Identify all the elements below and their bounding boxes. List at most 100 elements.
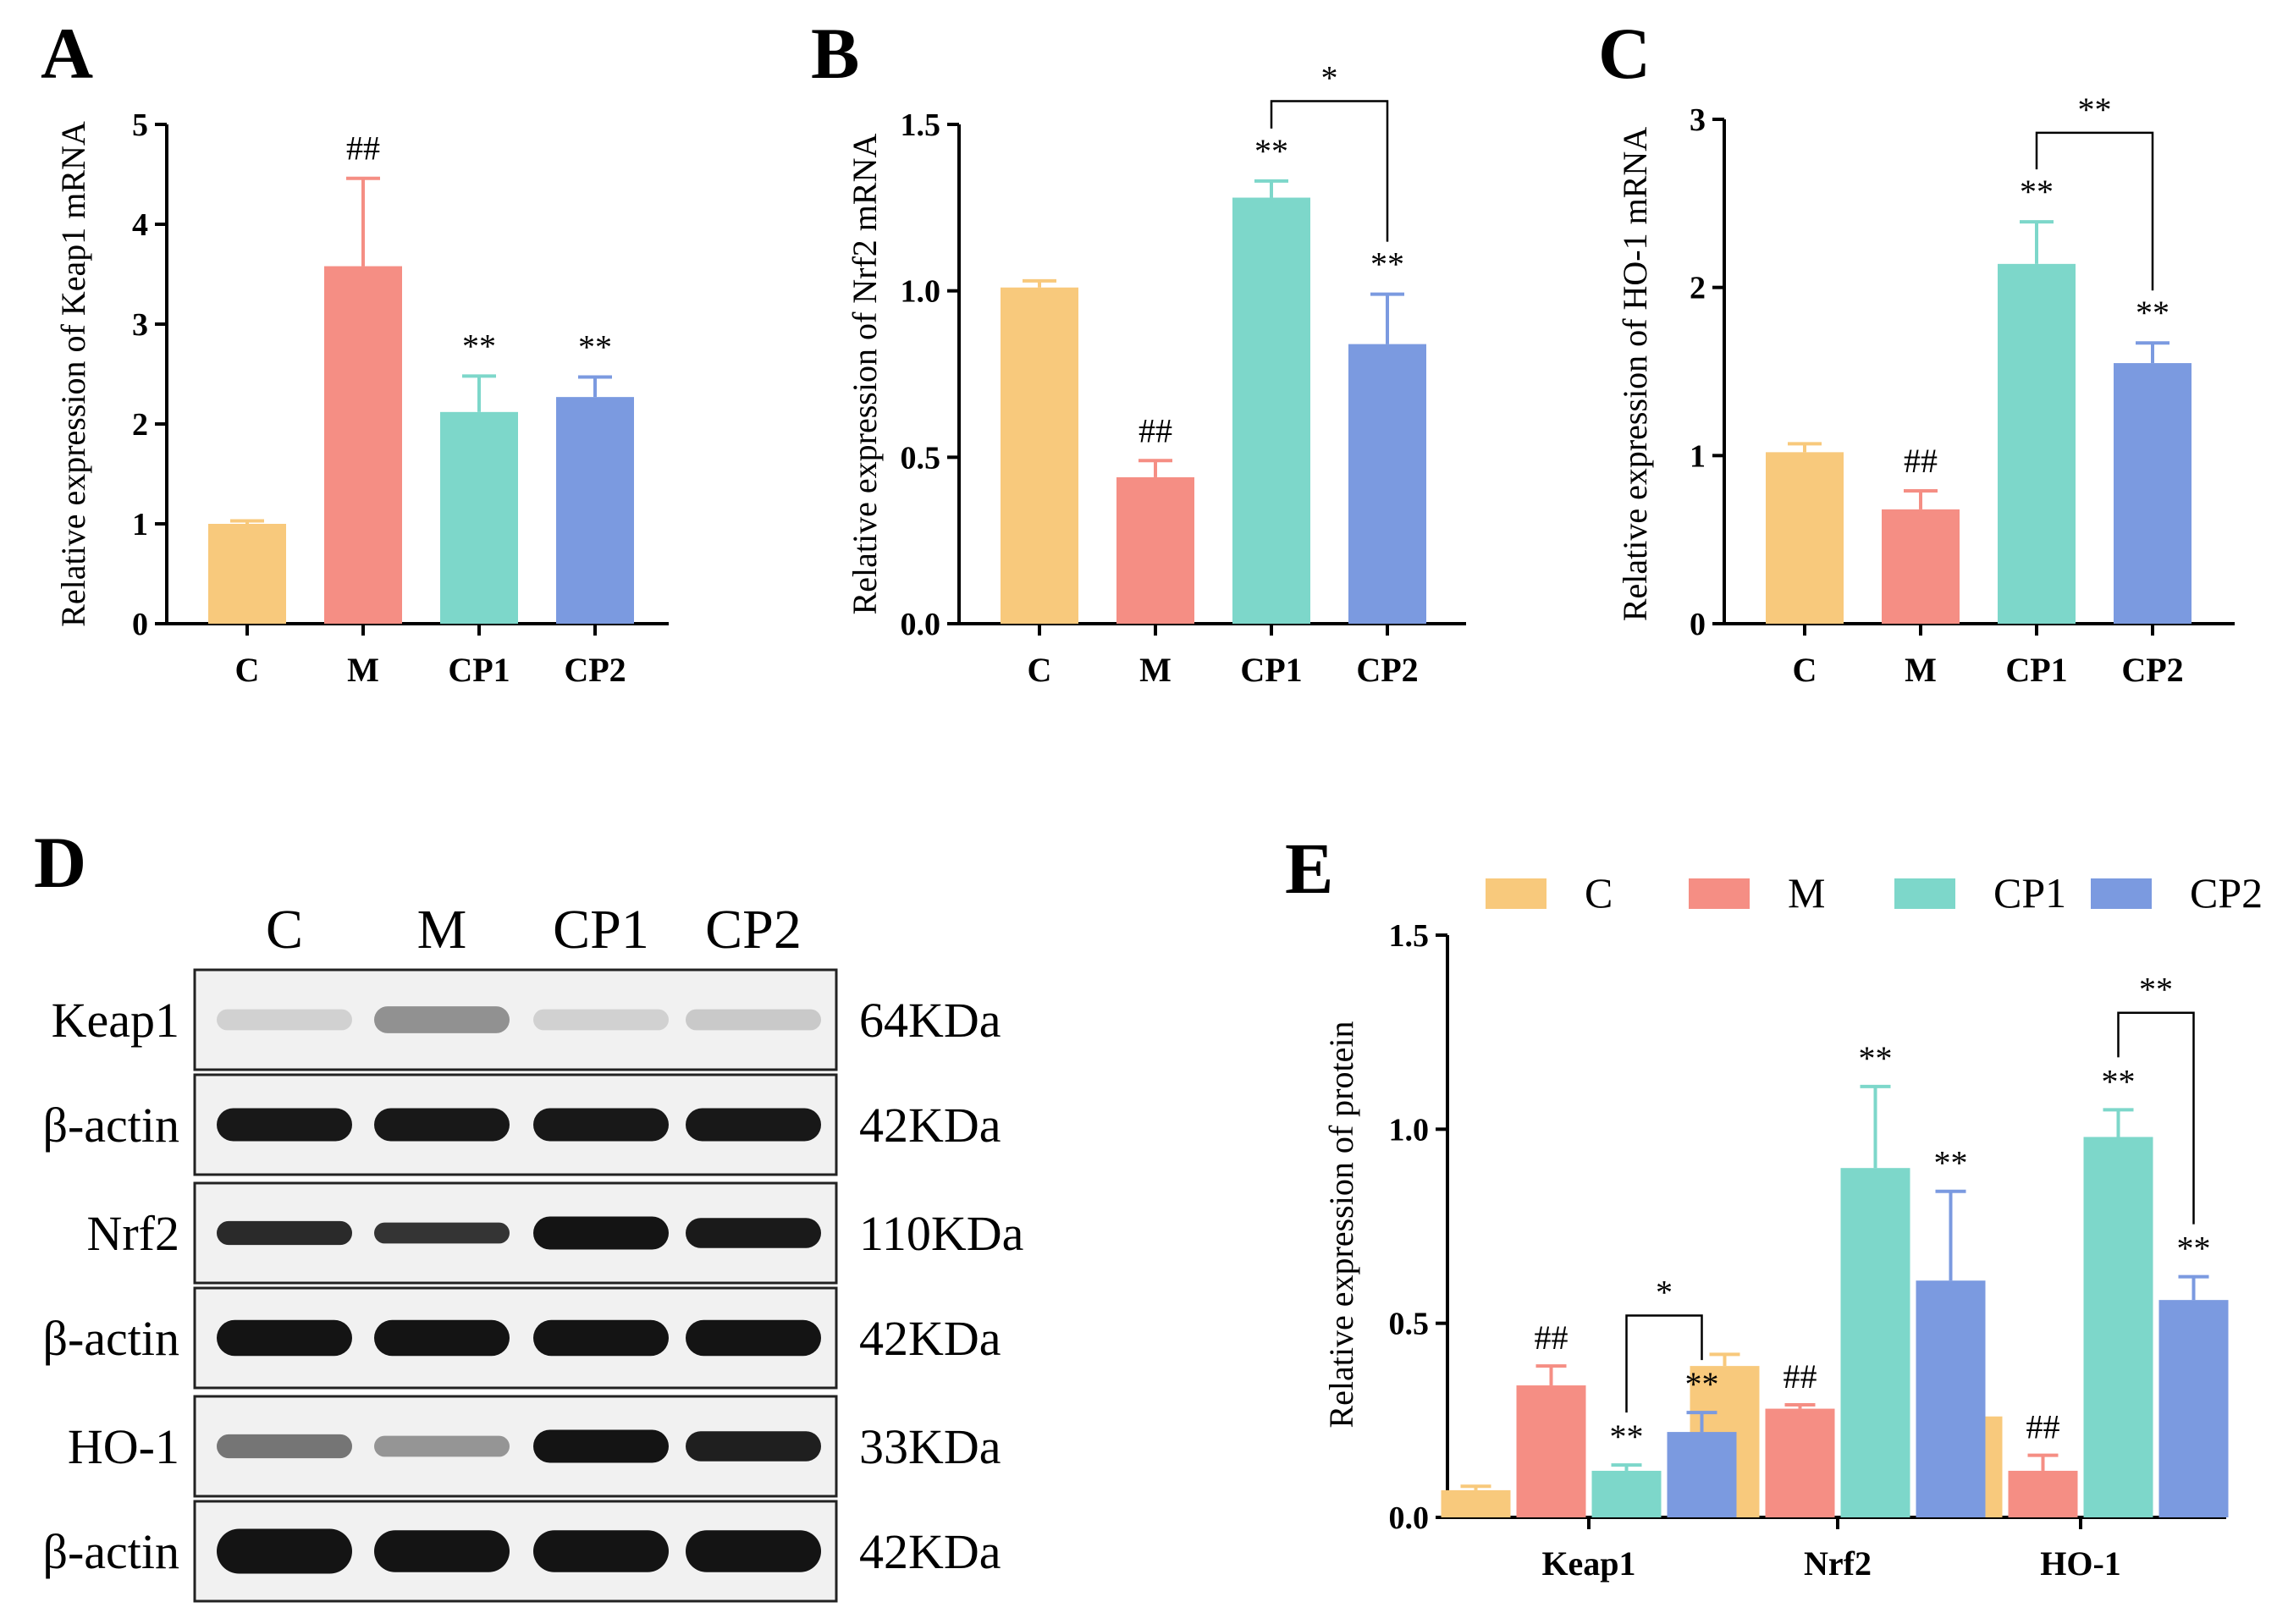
- x-tick-label: CP2: [1356, 651, 1418, 689]
- y-tick-label: 3: [132, 307, 148, 343]
- lane-label: CP2: [705, 899, 802, 961]
- western-blot: C M CP1 CP2 Keap1 64KDa β-actin 42KDa Nrf2 110KDa…: [42, 899, 1023, 1603]
- bar-cp2: [556, 397, 634, 624]
- y-tick-label: 3: [1690, 102, 1706, 138]
- x-tick-label: Nrf2: [1804, 1544, 1872, 1583]
- bar-c: [1766, 452, 1844, 624]
- significance-label: ##: [1904, 442, 1938, 480]
- y-tick-label: 0.0: [901, 607, 941, 642]
- blot-band: [217, 1528, 352, 1574]
- bracket-label: **: [2078, 91, 2112, 129]
- blot-band: [217, 1434, 352, 1459]
- y-tick-label: 2: [1690, 271, 1706, 306]
- significance-bracket: [2035, 131, 2154, 291]
- legend-swatch-cp2: [2091, 878, 2152, 909]
- lane-label: CP1: [553, 899, 649, 961]
- significance-label: **: [1859, 1039, 1893, 1077]
- y-tick-label: 0: [1690, 607, 1706, 642]
- y-tick-label: 1.0: [1389, 1112, 1430, 1148]
- blot-band: [686, 1431, 821, 1462]
- blot-band: [533, 1216, 669, 1250]
- significance-label: ##: [1535, 1318, 1569, 1357]
- y-axis-label: Relative expression of Keap1 mRNA: [54, 121, 92, 627]
- legend-label: CP2: [2190, 869, 2263, 917]
- bar-m: [1516, 1385, 1586, 1517]
- panel-letter-e: E: [1285, 828, 1333, 909]
- significance-label: **: [578, 328, 612, 366]
- blot-band: [533, 1108, 669, 1142]
- significance-label: ##: [346, 129, 380, 168]
- significance-label: **: [1934, 1144, 1968, 1182]
- bar-m: [1116, 476, 1194, 624]
- significance-label: **: [1370, 245, 1404, 284]
- x-tick-label: C: [1028, 651, 1052, 689]
- y-tick-label: 1.5: [1389, 918, 1430, 954]
- bar-cp2: [1348, 344, 1426, 624]
- bracket-label: **: [2139, 971, 2173, 1009]
- panel-letter-d: D: [34, 822, 86, 903]
- legend-label: CP1: [1993, 869, 2066, 917]
- blot-band: [374, 1435, 510, 1457]
- bracket-label: *: [1321, 58, 1338, 96]
- significance-label: **: [1254, 132, 1288, 170]
- y-tick-label: 0.5: [901, 440, 941, 476]
- chart-e-protein: 0.0 0.5 1.0 1.5 Relative expression of prote…: [1322, 869, 2263, 1583]
- molecular-weight-label: 42KDa: [859, 1524, 1001, 1579]
- blot-band: [374, 1319, 510, 1357]
- protein-label: β-actin: [42, 1524, 179, 1579]
- y-tick-label: 1: [132, 507, 148, 542]
- protein-label: Nrf2: [86, 1206, 179, 1261]
- blot-band: [374, 1006, 510, 1033]
- blot-band: [686, 1530, 821, 1572]
- bar-cp2: [1916, 1280, 1986, 1517]
- bar-m: [324, 266, 402, 624]
- y-axis-label: Relative expression of Nrf2 mRNA: [846, 134, 884, 615]
- blot-band: [686, 1319, 821, 1357]
- x-tick-label: CP1: [1240, 651, 1302, 689]
- y-axis-label: Relative expression of HO-1 mRNA: [1616, 127, 1654, 621]
- legend-label: M: [1788, 869, 1825, 917]
- y-tick-label: 1: [1690, 438, 1706, 474]
- x-tick-label: HO-1: [2040, 1544, 2121, 1583]
- y-tick-label: 0.0: [1389, 1500, 1430, 1536]
- legend-swatch-cp1: [1894, 878, 1955, 909]
- blot-band: [533, 1429, 669, 1463]
- x-tick-label: CP1: [448, 651, 510, 689]
- significance-bracket: [2117, 1011, 2195, 1225]
- y-tick-label: 2: [132, 407, 148, 443]
- protein-label: β-actin: [42, 1311, 179, 1366]
- bar-cp1: [1998, 263, 2076, 624]
- molecular-weight-label: 33KDa: [859, 1419, 1001, 1474]
- blot-band: [374, 1222, 510, 1244]
- blot-band: [217, 1009, 352, 1031]
- molecular-weight-label: 42KDa: [859, 1311, 1001, 1366]
- blot-band: [374, 1530, 510, 1572]
- x-tick-label: C: [235, 651, 260, 689]
- y-tick-label: 0: [132, 607, 148, 642]
- significance-label: **: [2102, 1062, 2136, 1100]
- significance-label: ##: [1138, 411, 1172, 449]
- x-tick-label: C: [1793, 651, 1817, 689]
- significance-label: **: [2136, 294, 2169, 332]
- lane-label: M: [417, 899, 467, 961]
- y-tick-label: 5: [132, 107, 148, 143]
- panel-letter-c: C: [1598, 13, 1651, 94]
- blot-band: [217, 1220, 352, 1246]
- blot-band: [217, 1108, 352, 1142]
- bar-cp2: [2114, 363, 2192, 624]
- significance-label: **: [1610, 1418, 1644, 1456]
- bar-cp1: [1591, 1470, 1662, 1517]
- y-tick-label: 1.5: [901, 107, 941, 143]
- significance-label: ##: [1784, 1357, 1817, 1396]
- legend-swatch-m: [1689, 878, 1750, 909]
- molecular-weight-label: 42KDa: [859, 1098, 1001, 1153]
- bar-c: [1001, 287, 1078, 624]
- blot-band: [533, 1319, 669, 1357]
- x-tick-label: M: [347, 651, 379, 689]
- bar-cp1: [2083, 1137, 2153, 1517]
- protein-label: β-actin: [42, 1098, 179, 1153]
- significance-bracket: [1625, 1314, 1703, 1413]
- significance-bracket: [1270, 100, 1389, 242]
- y-tick-label: 0.5: [1389, 1307, 1430, 1342]
